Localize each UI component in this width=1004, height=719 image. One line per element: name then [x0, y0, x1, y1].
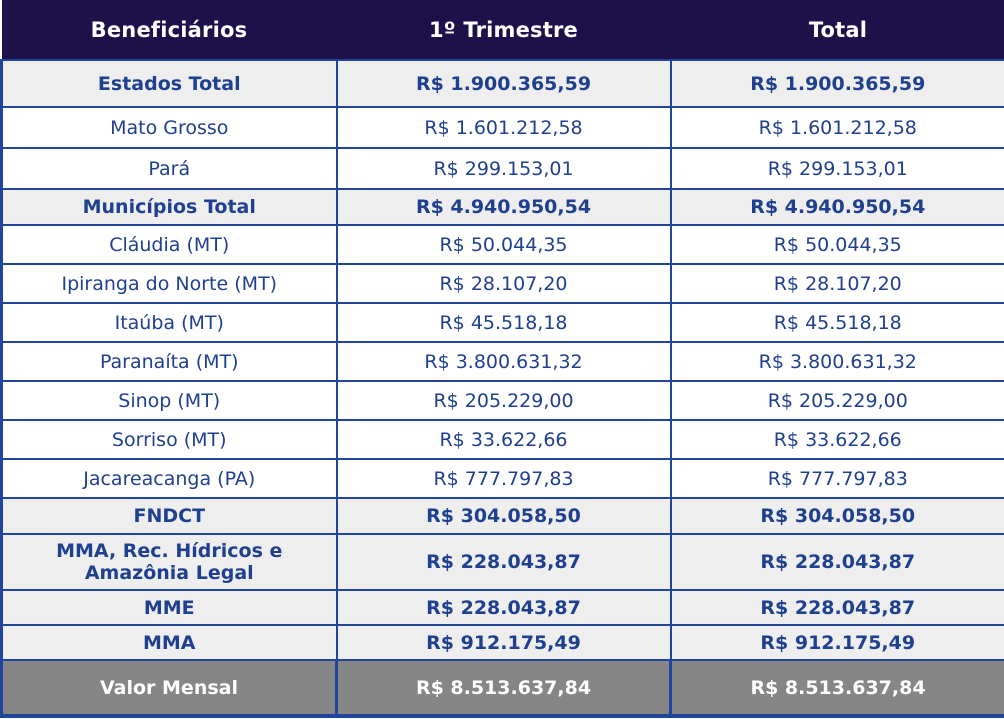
row-label: MME — [0, 589, 338, 626]
row-q1-value: R$ 3.800.631,32 — [335, 341, 672, 382]
row-total-value: R$ 299.153,01 — [669, 147, 1004, 190]
row-q1-value: R$ 228.043,87 — [335, 589, 672, 626]
table-row: Pará R$ 299.153,01 R$ 299.153,01 — [0, 147, 1004, 190]
row-label: Valor Mensal — [0, 659, 338, 718]
row-q1-value: R$ 205.229,00 — [335, 380, 672, 421]
row-total-value: R$ 3.800.631,32 — [669, 341, 1004, 382]
table-row: FNDCT R$ 304.058,50 R$ 304.058,50 — [0, 497, 1004, 535]
table-row: Mato Grosso R$ 1.601.212,58 R$ 1.601.212… — [0, 106, 1004, 149]
row-total-value: R$ 205.229,00 — [669, 380, 1004, 421]
table-row: Paranaíta (MT) R$ 3.800.631,32 R$ 3.800.… — [0, 341, 1004, 382]
row-label: Paranaíta (MT) — [0, 341, 338, 382]
row-q1-value: R$ 304.058,50 — [335, 497, 672, 535]
row-total-value: R$ 4.940.950,54 — [669, 188, 1004, 226]
row-total-value: R$ 1.900.365,59 — [669, 59, 1004, 108]
row-q1-value: R$ 1.900.365,59 — [335, 59, 672, 108]
row-total-value: R$ 28.107,20 — [669, 263, 1004, 304]
row-total-value: R$ 1.601.212,58 — [669, 106, 1004, 149]
table-row: MMA R$ 912.175,49 R$ 912.175,49 — [0, 624, 1004, 661]
row-total-value: R$ 228.043,87 — [669, 533, 1004, 591]
row-label: Jacareacanga (PA) — [0, 458, 338, 499]
row-total-value: R$ 912.175,49 — [669, 624, 1004, 661]
table-row: Ipiranga do Norte (MT) R$ 28.107,20 R$ 2… — [0, 263, 1004, 304]
row-label: Municípios Total — [0, 188, 338, 226]
table-row: Itaúba (MT) R$ 45.518,18 R$ 45.518,18 — [0, 302, 1004, 343]
row-total-value: R$ 304.058,50 — [669, 497, 1004, 535]
row-q1-value: R$ 777.797,83 — [335, 458, 672, 499]
row-label: Sorriso (MT) — [0, 419, 338, 460]
header-row: Beneficiários 1º Trimestre Total — [1, 0, 1004, 60]
row-q1-value: R$ 4.940.950,54 — [335, 188, 672, 226]
row-q1-value: R$ 33.622,66 — [335, 419, 672, 460]
row-total-value: R$ 8.513.637,84 — [669, 659, 1004, 718]
row-label: Itaúba (MT) — [0, 302, 338, 343]
table-row: MME R$ 228.043,87 R$ 228.043,87 — [0, 589, 1004, 626]
row-total-value: R$ 777.797,83 — [669, 458, 1004, 499]
table-row: Sorriso (MT) R$ 33.622,66 R$ 33.622,66 — [0, 419, 1004, 460]
row-total-value: R$ 45.518,18 — [669, 302, 1004, 343]
row-label: Cláudia (MT) — [0, 224, 338, 265]
row-q1-value: R$ 50.044,35 — [335, 224, 672, 265]
table-row: Municípios Total R$ 4.940.950,54 R$ 4.94… — [0, 188, 1004, 226]
table-row: Sinop (MT) R$ 205.229,00 R$ 205.229,00 — [0, 380, 1004, 421]
row-q1-value: R$ 912.175,49 — [335, 624, 672, 661]
row-q1-value: R$ 299.153,01 — [335, 147, 672, 190]
table-row: Estados Total R$ 1.900.365,59 R$ 1.900.3… — [0, 59, 1004, 108]
row-label: MMA, Rec. Hídricos e Amazônia Legal — [0, 533, 338, 591]
row-total-value: R$ 33.622,66 — [669, 419, 1004, 460]
row-label: Estados Total — [0, 59, 338, 108]
row-label: Sinop (MT) — [0, 380, 338, 421]
row-total-value: R$ 228.043,87 — [669, 589, 1004, 626]
header-1o-trimestre: 1º Trimestre — [336, 0, 671, 60]
row-q1-value: R$ 45.518,18 — [335, 302, 672, 343]
header-beneficiarios: Beneficiários — [1, 0, 337, 60]
header-total: Total — [670, 0, 1004, 60]
row-q1-value: R$ 228.043,87 — [335, 533, 672, 591]
table-row: MMA, Rec. Hídricos e Amazônia Legal R$ 2… — [0, 533, 1004, 591]
row-label: FNDCT — [0, 497, 338, 535]
row-label: MMA — [0, 624, 338, 661]
row-total-value: R$ 50.044,35 — [669, 224, 1004, 265]
row-q1-value: R$ 1.601.212,58 — [335, 106, 672, 149]
table-row: Cláudia (MT) R$ 50.044,35 R$ 50.044,35 — [0, 224, 1004, 265]
row-label: Ipiranga do Norte (MT) — [0, 263, 338, 304]
row-q1-value: R$ 8.513.637,84 — [335, 659, 672, 718]
row-label: Pará — [0, 147, 338, 190]
table-row-grand-total: Valor Mensal R$ 8.513.637,84 R$ 8.513.63… — [0, 659, 1004, 718]
row-q1-value: R$ 28.107,20 — [335, 263, 672, 304]
table-row: Jacareacanga (PA) R$ 777.797,83 R$ 777.7… — [0, 458, 1004, 499]
row-label: Mato Grosso — [0, 106, 338, 149]
